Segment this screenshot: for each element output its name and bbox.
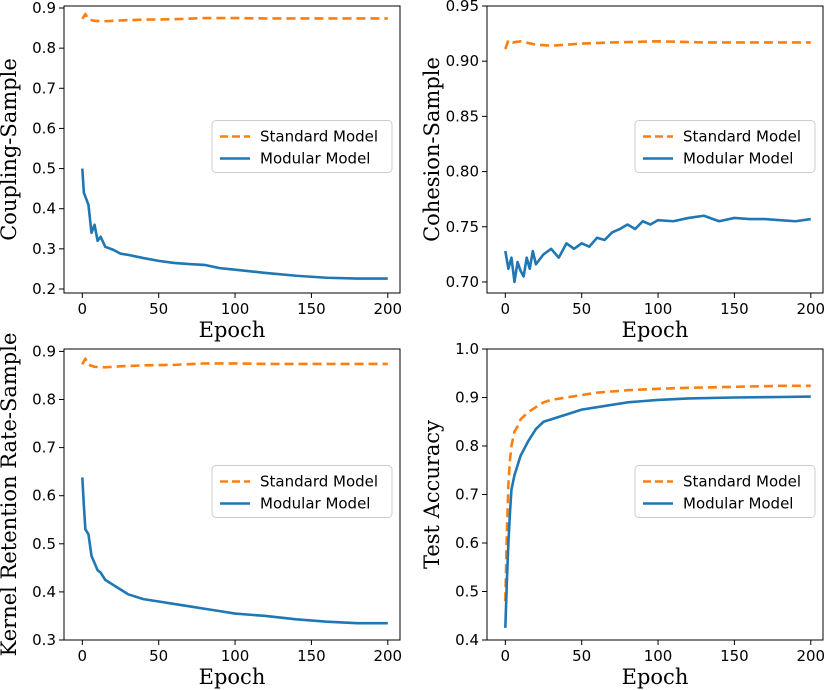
x-tick-label: 0 (78, 647, 88, 665)
x-tick-label: 100 (644, 647, 673, 665)
x-tick-label: 150 (720, 647, 749, 665)
legend-entry: Modular Model (260, 495, 370, 513)
legend-box (634, 465, 816, 518)
y-tick-label: 0.9 (32, 0, 56, 17)
y-axis-label: Cohesion-Sample (420, 57, 444, 242)
x-tick-label: 100 (644, 300, 673, 318)
y-tick-label: 0.6 (32, 119, 56, 137)
y-axis-label: Coupling-Sample (0, 58, 21, 241)
x-axis-label: Epoch (199, 665, 266, 689)
y-tick-label: 0.95 (446, 0, 479, 15)
legend: Standard Model Modular Model (211, 465, 393, 518)
x-axis-label: Epoch (622, 318, 689, 342)
x-tick-label: 0 (78, 300, 88, 318)
y-tick-label: 0.9 (32, 342, 56, 360)
y-tick-label: 0.80 (446, 163, 479, 181)
legend-entry: Standard Model (683, 473, 801, 491)
modular-model-line (81, 477, 388, 625)
subplot-3: 0 50 100 150 200 0.3 0.4 0.5 0.6 0.7 0.8 0.9 Epoch Ke… (0, 333, 402, 689)
axes-frame (63, 348, 401, 641)
y-tick-label: 0.4 (455, 631, 479, 649)
y-tick-label: 0.8 (32, 391, 56, 409)
legend-entry: Standard Model (683, 128, 801, 146)
x-tick-label: 150 (297, 647, 326, 665)
y-tick-label: 0.6 (455, 534, 479, 552)
x-axis-label: Epoch (199, 318, 266, 342)
x-axis-label: Epoch (622, 665, 689, 689)
x-tick-label: 150 (720, 300, 749, 318)
y-tick-label: 0.2 (32, 280, 56, 298)
axes-frame (486, 5, 824, 294)
x-tick-label: 100 (221, 647, 250, 665)
y-tick-label: 0.4 (32, 583, 56, 601)
legend-box (211, 120, 393, 173)
y-tick-label: 0.8 (32, 39, 56, 57)
x-tick-label: 200 (796, 300, 825, 318)
y-tick-label: 0.70 (446, 273, 479, 291)
y-tick-label: 0.8 (455, 437, 479, 455)
y-axis-label: Kernel Retention Rate-Sample (0, 333, 21, 657)
y-tick-label: 0.5 (455, 583, 479, 601)
y-tick-label: 0.3 (32, 631, 56, 649)
axes-frame (63, 5, 401, 294)
legend-entry: Modular Model (260, 150, 370, 168)
standard-model-line (504, 384, 811, 602)
legend: Standard Model Modular Model (634, 120, 816, 173)
x-tick-label: 50 (572, 647, 591, 665)
x-tick-label: 50 (149, 647, 168, 665)
y-tick-label: 0.5 (32, 160, 56, 178)
legend-entry: Standard Model (260, 473, 378, 491)
standard-model-line (81, 12, 388, 23)
x-tick-label: 150 (297, 300, 326, 318)
x-tick-label: 200 (373, 300, 402, 318)
y-tick-label: 1.0 (455, 340, 479, 358)
y-tick-label: 0.7 (32, 79, 56, 97)
y-tick-label: 0.9 (455, 389, 479, 407)
modular-model-line (81, 168, 388, 280)
standard-model-line (81, 357, 388, 369)
y-axis-label: Test Accuracy (420, 420, 444, 569)
x-tick-label: 200 (796, 647, 825, 665)
y-tick-label: 0.3 (32, 240, 56, 258)
legend-box (634, 120, 816, 173)
y-tick-label: 0.7 (32, 439, 56, 457)
modular-model-line (504, 214, 811, 284)
y-tick-label: 0.6 (32, 487, 56, 505)
x-tick-label: 0 (501, 647, 511, 665)
legend-box (211, 465, 393, 518)
modular-model-line (504, 395, 811, 628)
legend-entry: Modular Model (683, 150, 793, 168)
y-tick-label: 0.7 (455, 486, 479, 504)
subplot-1: 0 50 100 150 200 0.2 0.3 0.4 0.5 0.6 0.7 0.8 0.9 Epoc… (0, 0, 402, 342)
subplot-2: 0 50 100 150 200 0.70 0.75 0.80 0.85 0.90 0.95 Epoc… (420, 0, 825, 342)
legend: Standard Model Modular Model (211, 120, 393, 173)
y-tick-label: 0.75 (446, 218, 479, 236)
x-tick-label: 200 (373, 647, 402, 665)
y-tick-label: 0.90 (446, 52, 479, 70)
x-tick-label: 100 (221, 300, 250, 318)
legend-entry: Standard Model (260, 128, 378, 146)
subplot-4: 0 50 100 150 200 0.4 0.5 0.6 0.7 0.8 0.9 1.0 Epoch Te… (420, 340, 825, 689)
legend-entry: Modular Model (683, 495, 793, 513)
y-tick-label: 0.5 (32, 535, 56, 553)
standard-model-line (504, 38, 811, 50)
x-tick-label: 0 (501, 300, 511, 318)
y-tick-label: 0.4 (32, 200, 56, 218)
y-tick-label: 0.85 (446, 107, 479, 125)
legend: Standard Model Modular Model (634, 465, 816, 518)
x-tick-label: 50 (149, 300, 168, 318)
x-tick-label: 50 (572, 300, 591, 318)
